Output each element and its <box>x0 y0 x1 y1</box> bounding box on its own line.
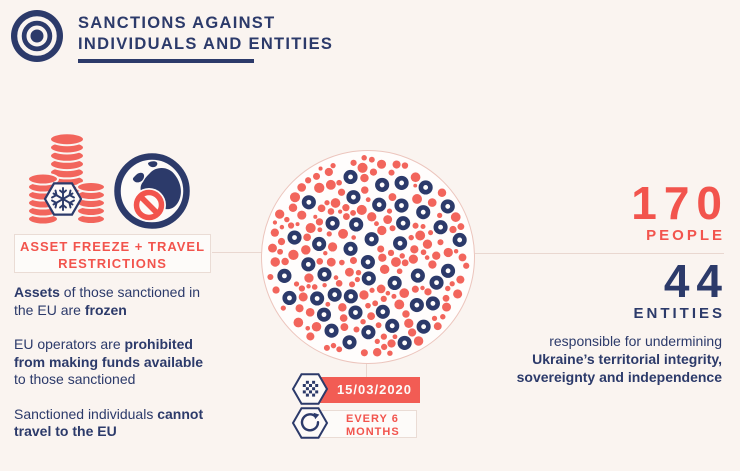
entities-label: ENTITIES <box>633 305 725 322</box>
connector-line-right <box>475 253 724 254</box>
no-entry-icon <box>132 188 166 222</box>
listing-date-badge: 15/03/2020 <box>311 377 420 403</box>
people-label: PEOPLE <box>646 227 725 244</box>
calendar-icon <box>291 373 329 405</box>
snowflake-hexagon-icon <box>43 182 83 216</box>
label-line2: RESTRICTIONS <box>58 256 167 271</box>
sanctions-dot-chart <box>261 150 475 364</box>
listing-date: 15/03/2020 <box>336 382 413 397</box>
measure-funds-prohibited: EU operators are prohibited from making f… <box>14 336 204 387</box>
sanction-measures: Assets of those sanctioned in the EU are … <box>14 284 276 458</box>
page-title-line2: INDIVIDUALS AND ENTITIES <box>78 35 334 53</box>
label-line1: ASSET FREEZE + TRAVEL <box>19 239 206 254</box>
measure-assets-frozen: Assets of those sanctioned in the EU are … <box>14 284 201 318</box>
measure-travel-ban: Sanctioned individuals cannot travel to t… <box>14 405 204 440</box>
frequency-line2: MONTHS <box>346 425 400 438</box>
title-underline <box>78 59 254 63</box>
people-count: 170 <box>631 177 729 229</box>
entities-stat: 44 ENTITIES <box>633 258 722 323</box>
frequency-line1: EVERY 6 <box>346 413 399 425</box>
frozen-assets-coins-icon <box>27 132 106 226</box>
responsibility-text: responsible for undermining Ukraine’s ter… <box>516 333 722 385</box>
connector-line-left <box>212 252 262 253</box>
page-title: SANCTIONS AGAINST INDIVIDUALS AND ENTITI… <box>78 13 333 55</box>
target-icon <box>11 10 63 62</box>
page-title-line1: SANCTIONS AGAINST <box>78 14 276 32</box>
travel-ban-globe-icon <box>114 153 190 229</box>
people-stat: 170 PEOPLE <box>631 180 722 245</box>
asset-freeze-travel-restrictions-label: ASSET FREEZE + TRAVEL RESTRICTIONS <box>14 234 211 273</box>
connector-line-vertical <box>366 362 367 378</box>
renewal-cycle-icon <box>291 407 329 439</box>
entities-count: 44 <box>663 255 729 307</box>
